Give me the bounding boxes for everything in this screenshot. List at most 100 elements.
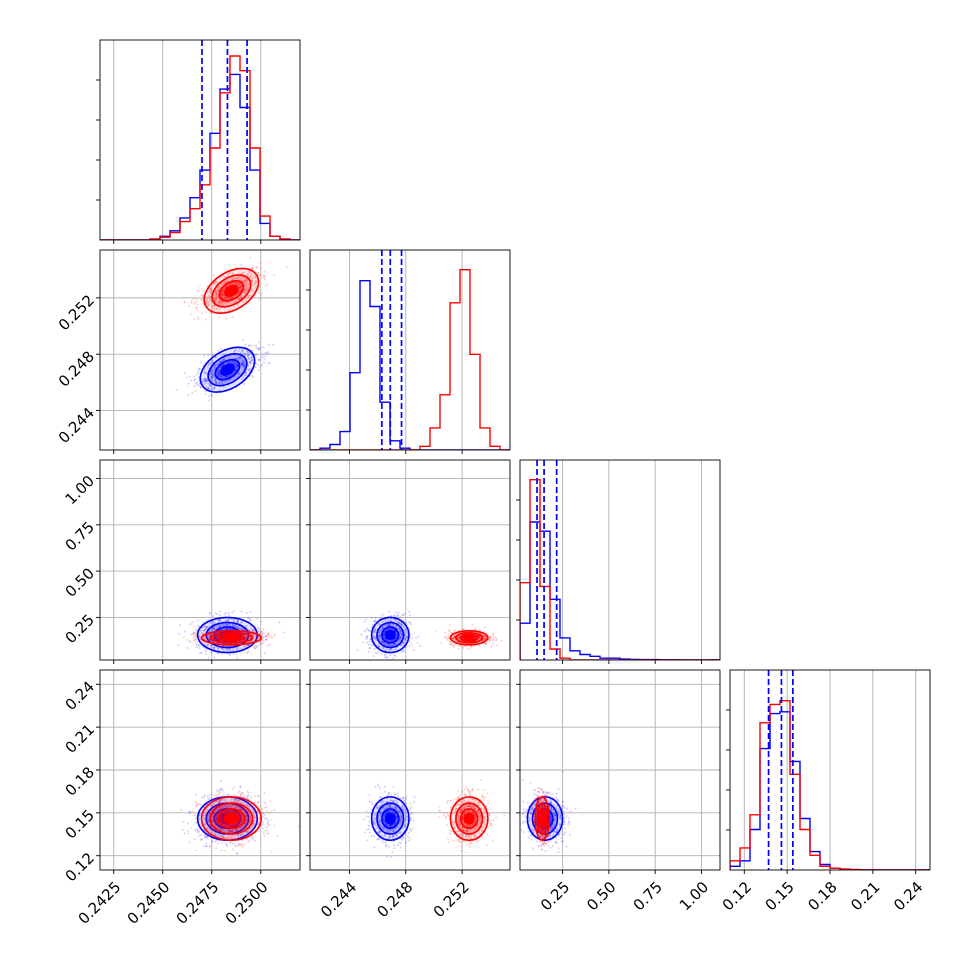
- sample-point: [235, 282, 238, 285]
- sample-point: [216, 626, 219, 629]
- sample-point: [239, 835, 242, 838]
- sample-point: [404, 637, 407, 639]
- sample-point: [381, 626, 384, 629]
- sample-point: [240, 362, 242, 365]
- sample-point: [238, 373, 241, 376]
- sample-point: [212, 274, 215, 277]
- sample-point: [240, 284, 243, 287]
- sample-point: [485, 642, 488, 645]
- sample-point: [203, 794, 206, 797]
- sample-point: [225, 624, 228, 627]
- sample-point: [190, 313, 193, 316]
- sample-point: [213, 299, 216, 302]
- sample-point: [237, 806, 240, 809]
- sample-point: [246, 804, 249, 807]
- sample-point: [257, 635, 259, 638]
- sample-point: [224, 798, 227, 801]
- sample-point: [220, 293, 223, 296]
- sample-point: [200, 294, 203, 297]
- sample-point: [397, 639, 400, 642]
- sample-point: [258, 347, 261, 350]
- sample-point: [195, 306, 198, 309]
- sample-point: [217, 618, 220, 621]
- sample-point: [395, 630, 398, 633]
- sample-point: [212, 628, 214, 631]
- sample-point: [286, 266, 289, 269]
- sample-point: [239, 289, 242, 292]
- sample-point: [384, 644, 387, 647]
- sample-point: [381, 628, 384, 631]
- sample-point: [397, 621, 400, 624]
- sample-point: [373, 637, 376, 640]
- sample-point: [223, 287, 225, 290]
- sample-point: [245, 374, 248, 377]
- sample-point: [205, 827, 208, 830]
- sample-point: [214, 612, 217, 615]
- sample-point: [400, 634, 403, 636]
- sample-point: [216, 652, 219, 655]
- sample-point: [227, 628, 230, 631]
- sample-point: [219, 636, 222, 639]
- sample-point: [269, 361, 271, 364]
- sample-point: [243, 365, 246, 368]
- sample-point: [399, 637, 401, 640]
- sample-point: [373, 629, 376, 632]
- sample-point: [460, 644, 463, 647]
- sample-point: [244, 361, 247, 364]
- sample-point: [193, 631, 196, 634]
- sample-point: [400, 636, 403, 639]
- sample-point: [198, 367, 200, 370]
- sample-point: [267, 634, 270, 637]
- sample-point: [247, 636, 250, 639]
- sample-point: [219, 365, 222, 368]
- histogram-blue: [310, 280, 510, 450]
- sample-point: [204, 371, 207, 374]
- sample-point: [401, 625, 403, 628]
- sample-point: [221, 283, 224, 286]
- sample-point: [249, 819, 252, 821]
- sample-point: [202, 378, 205, 381]
- sample-point: [237, 647, 240, 649]
- sample-point: [194, 637, 197, 640]
- sample-point: [406, 636, 409, 639]
- sample-point: [206, 285, 209, 288]
- sample-point: [204, 379, 207, 382]
- sample-point: [221, 360, 224, 363]
- sample-point: [222, 294, 224, 296]
- sample-point: [240, 349, 243, 352]
- sample-point: [215, 634, 218, 637]
- density-peak-red: [464, 633, 475, 642]
- sample-point: [236, 364, 239, 367]
- sample-point: [239, 278, 242, 281]
- sample-point: [220, 300, 223, 303]
- sample-point: [385, 648, 388, 650]
- sample-point: [365, 636, 368, 639]
- sample-point: [378, 635, 381, 638]
- sample-point: [213, 364, 216, 367]
- sample-point: [379, 634, 382, 637]
- sample-point: [198, 635, 201, 638]
- sample-point: [233, 301, 236, 304]
- sample-point: [220, 374, 223, 377]
- sample-point: [381, 621, 384, 624]
- sample-point: [363, 630, 366, 633]
- sample-point: [446, 639, 449, 641]
- sample-point: [218, 389, 221, 392]
- histogram-blue: [520, 521, 720, 660]
- sample-point: [228, 628, 231, 630]
- sample-point: [221, 647, 223, 650]
- sample-point: [453, 644, 456, 647]
- sample-point: [370, 616, 373, 619]
- sample-point: [231, 824, 234, 827]
- sample-point: [477, 636, 480, 639]
- sample-point: [221, 382, 224, 385]
- sample-point: [196, 309, 199, 312]
- sample-point: [218, 301, 220, 304]
- sample-point: [235, 276, 238, 279]
- sample-point: [205, 297, 208, 300]
- sample-point: [244, 284, 247, 287]
- sample-point: [403, 637, 406, 640]
- sample-point: [225, 275, 227, 278]
- sample-point: [225, 611, 228, 614]
- sample-point: [214, 295, 217, 298]
